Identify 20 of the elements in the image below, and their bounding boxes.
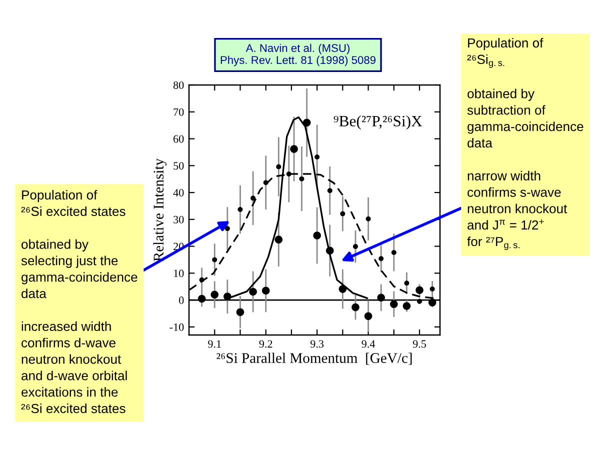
y-tick-label: -10 bbox=[170, 323, 184, 331]
y-axis-title: Relative Intensity bbox=[153, 158, 167, 262]
y-tick-label: 50 bbox=[174, 162, 184, 170]
y-tick-label: 40 bbox=[173, 188, 184, 196]
text: Population of ²⁶Si$_{g.s.}$ obtained by subtraction of gamma-coincidence data narrow width confirms s-wave neutron knockout and J$^{π}$ = 1/2$^{+}$ for ²⁷P$_{g.s.}$ bbox=[467, 38, 584, 250]
x-tick-label: 9.5 bbox=[412, 340, 426, 348]
x-tick-label: 9.4 bbox=[362, 340, 376, 348]
text: Population of ²⁶Si excited states obtained by selecting just the gamma-coincidence data increased width confirms d-wave neutron knockout and d-wave orbital excitations in the ²⁶Si excited states bbox=[21, 190, 138, 414]
x-tick-label: 9.2 bbox=[259, 340, 272, 348]
x-tick-label: 9.1 bbox=[208, 340, 221, 348]
x-tick-label: 9.3 bbox=[310, 340, 324, 348]
y-tick-label: 80 bbox=[173, 81, 184, 89]
x-axis-title: ²⁶Si Parallel Momentum [GeV/c] bbox=[216, 352, 412, 365]
y-tick-label: 10 bbox=[174, 270, 184, 278]
annotation: ⁹Be(²⁷P,²⁶Si)X bbox=[334, 115, 422, 130]
y-tick-label: 30 bbox=[174, 216, 184, 224]
y-tick-label: 0 bbox=[179, 296, 184, 304]
y-tick-label: 70 bbox=[174, 108, 184, 116]
y-tick-label: 60 bbox=[174, 135, 184, 143]
text: A. Navin et al. (MSU) Phys. Rev. Lett. 81 (1998) 5089 bbox=[220, 44, 376, 66]
